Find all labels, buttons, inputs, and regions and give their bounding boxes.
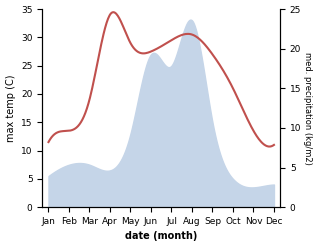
X-axis label: date (month): date (month) [125,231,197,242]
Y-axis label: med. precipitation (kg/m2): med. precipitation (kg/m2) [303,52,313,165]
Y-axis label: max temp (C): max temp (C) [5,74,16,142]
